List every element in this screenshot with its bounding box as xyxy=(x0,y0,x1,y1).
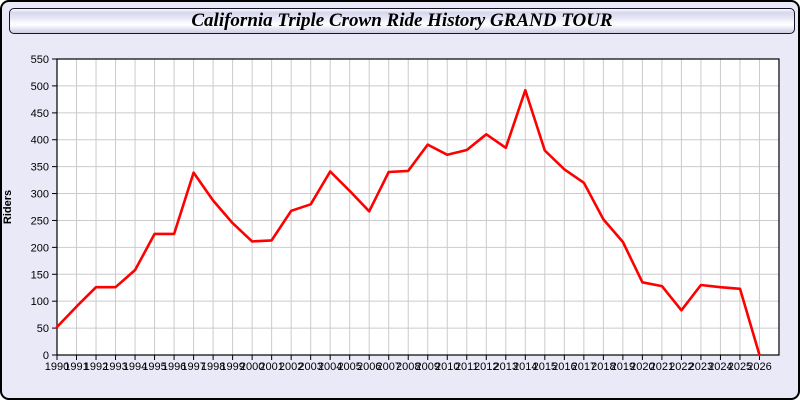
y-tick-label: 250 xyxy=(31,215,49,227)
y-tick-label: 500 xyxy=(31,81,49,93)
x-tick-label: 1998 xyxy=(201,361,225,373)
x-tick-label: 2002 xyxy=(279,361,303,373)
x-tick-label: 2008 xyxy=(396,361,420,373)
x-tick-label: 1993 xyxy=(103,361,127,373)
x-tick-label: 1992 xyxy=(84,361,108,373)
y-tick-label: 550 xyxy=(31,54,49,66)
x-tick-label: 2006 xyxy=(357,361,381,373)
x-tick-label: 2010 xyxy=(435,361,459,373)
y-axis-label: Riders xyxy=(2,189,14,225)
x-tick-label: 2016 xyxy=(552,361,576,373)
x-tick-label: 2003 xyxy=(298,361,322,373)
x-tick-label: 1991 xyxy=(64,361,88,373)
x-tick-label: 2026 xyxy=(747,361,771,373)
x-tick-label: 2017 xyxy=(572,361,596,373)
x-tick-label: 1990 xyxy=(45,361,69,373)
x-tick-label: 2012 xyxy=(474,361,498,373)
x-tick-label: 2023 xyxy=(689,361,713,373)
y-tick-label: 400 xyxy=(31,135,49,147)
x-tick-label: 2025 xyxy=(728,361,752,373)
y-tick-label: 0 xyxy=(43,350,49,362)
y-tick-label: 300 xyxy=(31,189,49,201)
x-tick-label: 2000 xyxy=(240,361,264,373)
y-tick-label: 150 xyxy=(31,269,49,281)
y-tick-label: 50 xyxy=(37,323,49,335)
x-tick-label: 2001 xyxy=(259,361,283,373)
plot-frame xyxy=(56,58,780,356)
x-tick-label: 2005 xyxy=(337,361,361,373)
x-tick-label: 2011 xyxy=(455,361,479,373)
y-tick-label: 350 xyxy=(31,162,49,174)
x-tick-label: 1997 xyxy=(181,361,205,373)
title-bar: California Triple Crown Ride History GRA… xyxy=(9,8,795,34)
plot-area xyxy=(57,59,779,355)
x-tick-label: 2015 xyxy=(533,361,557,373)
x-tick-label: 1994 xyxy=(123,361,147,373)
x-tick-label: 2021 xyxy=(650,361,674,373)
x-tick-label: 2007 xyxy=(376,361,400,373)
y-tick-label: 200 xyxy=(31,242,49,254)
x-tick-label: 1996 xyxy=(162,361,186,373)
x-tick-label: 1995 xyxy=(142,361,166,373)
chart-title: California Triple Crown Ride History GRA… xyxy=(191,10,613,31)
x-tick-label: 2009 xyxy=(416,361,440,373)
x-tick-label: 2019 xyxy=(611,361,635,373)
x-tick-label: 2004 xyxy=(318,361,342,373)
x-tick-label: 2024 xyxy=(708,361,732,373)
x-tick-label: 2014 xyxy=(513,361,537,373)
x-tick-label: 2013 xyxy=(494,361,518,373)
y-tick-label: 100 xyxy=(31,296,49,308)
y-tick-label: 450 xyxy=(31,108,49,120)
x-tick-label: 2018 xyxy=(591,361,615,373)
x-tick-label: 1999 xyxy=(220,361,244,373)
riders-series-line xyxy=(55,88,761,357)
x-tick-label: 2020 xyxy=(630,361,654,373)
x-tick-label: 2022 xyxy=(669,361,693,373)
